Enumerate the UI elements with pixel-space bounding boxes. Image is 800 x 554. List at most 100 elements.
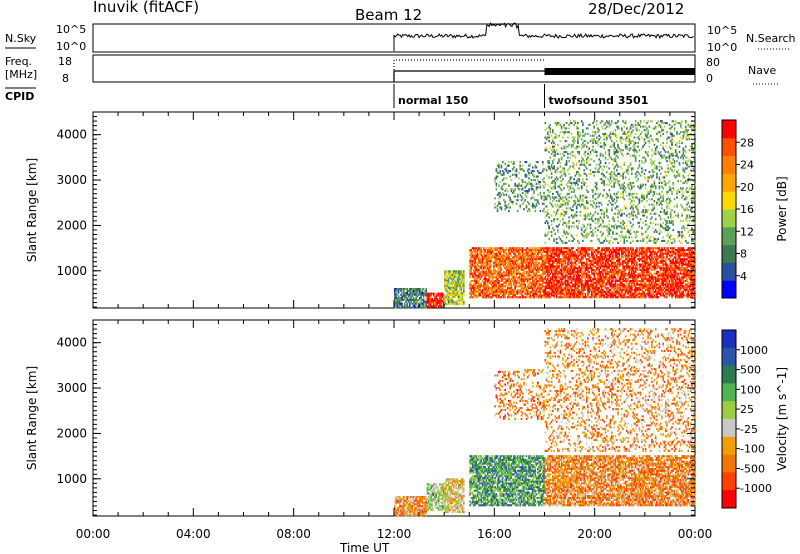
echo-cell bbox=[623, 274, 626, 277]
echo-cell bbox=[690, 261, 692, 264]
nsky-tick-top: 10^5 bbox=[56, 23, 86, 36]
echo-cell bbox=[580, 163, 583, 166]
echo-cell bbox=[646, 288, 648, 291]
echo-cell bbox=[616, 292, 618, 295]
echo-cell bbox=[529, 274, 532, 277]
echo-cell bbox=[509, 265, 511, 268]
echo-cell bbox=[496, 292, 499, 295]
echo-cell bbox=[446, 297, 449, 300]
echo-cell bbox=[629, 247, 632, 250]
echo-cell bbox=[548, 270, 550, 273]
echo-cell bbox=[562, 272, 564, 275]
echo-cell bbox=[454, 292, 456, 295]
echo-cell bbox=[633, 290, 636, 293]
echo-cell bbox=[683, 294, 686, 297]
echo-cell bbox=[515, 267, 518, 270]
echo-cell bbox=[485, 294, 488, 297]
echo-cell bbox=[603, 265, 605, 268]
echo-cell bbox=[554, 136, 557, 139]
echo-cell bbox=[578, 294, 580, 297]
echo-cell bbox=[681, 285, 683, 288]
echo-cell bbox=[658, 265, 661, 268]
echo-cell bbox=[646, 279, 648, 282]
echo-cell bbox=[654, 296, 657, 299]
echo-cell bbox=[535, 292, 538, 295]
echo-cell bbox=[618, 290, 621, 293]
echo-cell bbox=[590, 230, 593, 233]
echo-cell bbox=[542, 250, 544, 253]
echo-cell bbox=[504, 281, 506, 284]
echo-cell bbox=[506, 296, 509, 299]
echo-cell bbox=[474, 247, 476, 250]
echo-cell bbox=[688, 285, 691, 288]
echo-cell bbox=[678, 252, 681, 255]
echo-cell bbox=[662, 259, 664, 262]
echo-cell bbox=[643, 256, 646, 259]
echo-cell bbox=[470, 292, 473, 295]
echo-cell bbox=[553, 165, 555, 168]
echo-cell bbox=[528, 292, 530, 295]
echo-cell bbox=[598, 283, 600, 286]
echo-cell bbox=[618, 265, 621, 268]
echo-cell bbox=[638, 249, 641, 252]
echo-cell bbox=[469, 287, 471, 290]
echo-cell bbox=[461, 279, 464, 282]
echo-cell bbox=[671, 276, 673, 279]
echo-cell bbox=[535, 249, 538, 252]
echo-cell bbox=[501, 285, 504, 288]
echo-cell bbox=[555, 123, 558, 126]
echo-cell bbox=[570, 281, 573, 284]
echo-cell bbox=[680, 279, 682, 282]
echo-cell bbox=[513, 267, 515, 270]
echo-cell bbox=[587, 281, 589, 284]
echo-cell bbox=[647, 269, 649, 272]
echo-cell bbox=[565, 274, 568, 277]
echo-cell bbox=[582, 141, 584, 144]
echo-cell bbox=[560, 198, 563, 201]
echo-cell bbox=[529, 290, 532, 293]
echo-cell bbox=[651, 269, 653, 272]
echo-cell bbox=[657, 288, 659, 291]
echo-cell bbox=[693, 288, 696, 291]
echo-cell bbox=[406, 298, 409, 301]
echo-cell bbox=[483, 267, 485, 270]
echo-cell bbox=[463, 290, 465, 293]
echo-cell bbox=[597, 276, 599, 279]
echo-cell bbox=[636, 247, 638, 250]
echo-cell bbox=[644, 258, 647, 261]
echo-cell bbox=[509, 272, 511, 275]
echo-cell bbox=[410, 293, 412, 296]
echo-cell bbox=[618, 269, 621, 272]
echo-cell bbox=[568, 221, 570, 224]
echo-cell bbox=[547, 250, 549, 253]
echo-cell bbox=[682, 254, 685, 257]
echo-cell bbox=[528, 276, 530, 279]
echo-cell bbox=[568, 143, 570, 146]
echo-cell bbox=[475, 276, 478, 279]
echo-cell bbox=[557, 278, 559, 281]
echo-cell bbox=[503, 296, 505, 299]
echo-cell bbox=[594, 258, 597, 261]
echo-cell bbox=[608, 259, 611, 262]
echo-cell bbox=[565, 160, 568, 163]
echo-cell bbox=[513, 252, 515, 255]
echo-cell bbox=[583, 134, 585, 137]
echo-cell bbox=[552, 129, 554, 132]
echo-cell bbox=[664, 279, 667, 282]
echo-cell bbox=[494, 288, 496, 291]
echo-cell bbox=[542, 281, 544, 284]
echo-cell bbox=[535, 256, 538, 259]
echo-cell bbox=[574, 283, 577, 286]
echo-cell bbox=[563, 154, 565, 157]
echo-cell bbox=[614, 287, 617, 290]
echo-cell bbox=[559, 250, 562, 253]
echo-cell bbox=[595, 285, 598, 288]
echo-cell bbox=[545, 138, 548, 141]
echo-cell bbox=[565, 249, 568, 252]
echo-cell bbox=[683, 279, 686, 282]
echo-cell bbox=[606, 263, 608, 266]
echo-cell bbox=[473, 288, 475, 291]
echo-cell bbox=[623, 276, 626, 279]
echo-cell bbox=[560, 147, 563, 150]
echo-cell bbox=[547, 161, 549, 164]
